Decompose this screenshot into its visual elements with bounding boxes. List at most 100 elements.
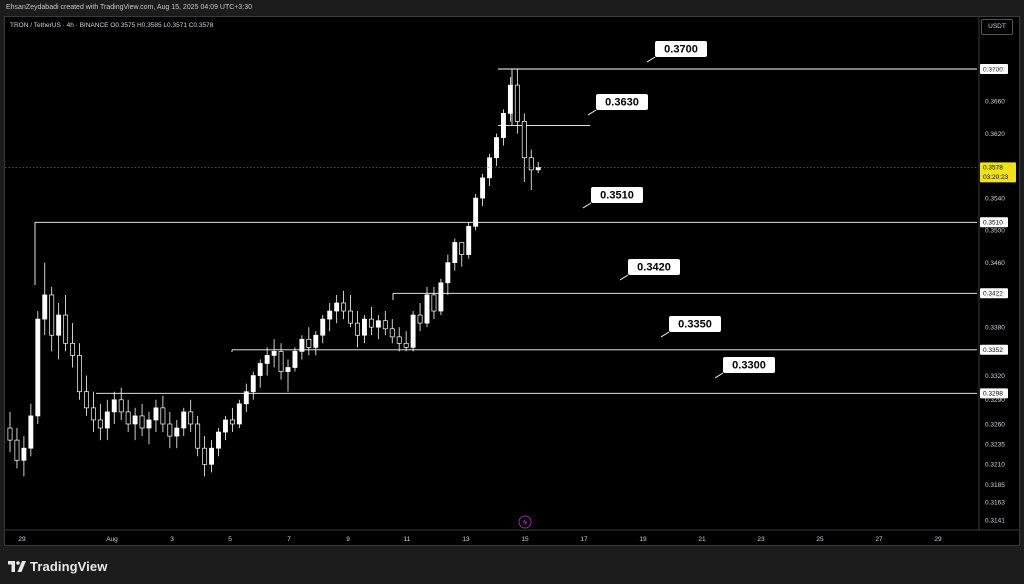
candle-body bbox=[396, 336, 402, 344]
level-callout-pointer bbox=[582, 202, 592, 209]
footer bbox=[0, 546, 1024, 584]
level-axis-box bbox=[980, 288, 1008, 299]
candle-body bbox=[257, 363, 263, 376]
level-axis-box bbox=[980, 217, 1008, 228]
currency-button[interactable]: USDT bbox=[981, 19, 1013, 35]
level-callout-box bbox=[723, 357, 775, 373]
candle-body bbox=[438, 282, 444, 312]
brand-logo[interactable]: TradingView bbox=[8, 558, 108, 574]
price-tick-label: 0.3500 bbox=[985, 228, 1005, 235]
level-callout-pointer bbox=[587, 109, 597, 116]
price-tick-label: 0.3380 bbox=[985, 324, 1005, 331]
candle-body bbox=[223, 419, 228, 433]
candle-body bbox=[202, 447, 208, 465]
time-axis[interactable]: 29 Aug 3 5 7 9 11 13 15 17 19 21 23 25 27 29 bbox=[18, 536, 942, 543]
candle-body bbox=[334, 302, 340, 312]
candle-body bbox=[473, 197, 479, 227]
candle-body bbox=[278, 351, 284, 372]
candle-body bbox=[514, 84, 520, 122]
watermark-text: EhsanZeydabadi created with TradingView.… bbox=[6, 4, 253, 11]
candle-body bbox=[56, 314, 62, 336]
candle-body bbox=[139, 415, 145, 429]
current-price-box bbox=[980, 162, 1016, 183]
candle-body bbox=[42, 294, 48, 320]
candle-body bbox=[236, 403, 242, 425]
candle-body bbox=[243, 391, 249, 405]
level-callout-box bbox=[655, 41, 707, 57]
candle-body bbox=[83, 391, 89, 409]
candle-body bbox=[77, 355, 82, 393]
price-tick-label: 0.3700 bbox=[985, 66, 1005, 73]
candle-body bbox=[132, 415, 138, 425]
level-callout-pointer bbox=[714, 372, 724, 379]
price-tick-label: 0.3290 bbox=[985, 397, 1005, 404]
candle-body bbox=[382, 320, 388, 330]
candle-body bbox=[264, 355, 270, 364]
candle-body bbox=[216, 431, 221, 449]
candle-body bbox=[389, 328, 395, 338]
date-tick-label: 21 bbox=[698, 536, 706, 543]
candle-body bbox=[195, 423, 201, 449]
candle-body bbox=[21, 447, 27, 461]
candle-body bbox=[111, 399, 117, 413]
level-callout-label: 0.3510 bbox=[600, 190, 634, 202]
level-axis-box bbox=[980, 344, 1008, 355]
candle-body bbox=[507, 84, 513, 114]
candle-body bbox=[535, 167, 541, 171]
level-axis-box bbox=[980, 388, 1008, 399]
candle-body bbox=[480, 177, 486, 199]
level-axis-box bbox=[980, 64, 1008, 74]
candle-body bbox=[70, 342, 75, 356]
candle-body bbox=[501, 113, 506, 138]
candle-body bbox=[188, 411, 194, 425]
candle-body bbox=[125, 411, 131, 425]
level-callout-label: 0.3630 bbox=[605, 97, 639, 109]
level-callout-box bbox=[591, 187, 643, 203]
date-tick-label: 7 bbox=[287, 536, 291, 543]
candle-body bbox=[250, 375, 256, 393]
level-callout-box bbox=[596, 94, 648, 110]
ohlc-values: O0.3575 H0.3585 L0.3571 C0.3578 bbox=[110, 22, 214, 29]
lightning-icon[interactable] bbox=[518, 515, 532, 529]
candle-body bbox=[229, 419, 235, 425]
price-tick-label: 0.3420 bbox=[985, 292, 1005, 299]
candle-body bbox=[299, 338, 305, 352]
level-axis-label: 0.3700 bbox=[983, 66, 1003, 73]
level-callout-pointer bbox=[646, 56, 656, 63]
price-tick-label: 0.3141 bbox=[985, 517, 1005, 524]
candle-body bbox=[153, 407, 159, 421]
price-tick-label: 0.3460 bbox=[985, 260, 1005, 267]
date-tick-label: Aug bbox=[106, 536, 118, 543]
candle-body bbox=[494, 137, 499, 159]
price-axis[interactable]: 0.37000.36600.36200.35800.35400.35000.34… bbox=[985, 66, 1005, 524]
candle-body bbox=[104, 411, 110, 429]
symbol-name: TRON / TetherUS · 4h · BINANCE bbox=[10, 22, 109, 29]
candle-body bbox=[313, 334, 319, 348]
candle-body bbox=[368, 318, 374, 328]
price-tick-label: 0.3620 bbox=[985, 131, 1005, 138]
candle-body bbox=[327, 310, 333, 320]
brand-name: TradingView bbox=[30, 558, 108, 574]
date-tick-label: 23 bbox=[757, 536, 765, 543]
candle-body bbox=[160, 407, 166, 425]
date-tick-label: 29 bbox=[18, 536, 26, 543]
candle-body bbox=[174, 427, 180, 437]
level-callouts: 0.3700 0.3630 0.3510 0.3420 0.3350 0.3300 bbox=[582, 41, 775, 379]
candle-body bbox=[452, 242, 458, 263]
candle-body bbox=[209, 447, 214, 465]
price-tick-label: 0.3235 bbox=[985, 441, 1005, 448]
candle-body bbox=[285, 367, 291, 372]
level-callout-pointer bbox=[660, 331, 670, 338]
candle-body bbox=[362, 318, 367, 336]
candle-body bbox=[445, 262, 451, 284]
candle-body bbox=[292, 351, 298, 368]
candle-body bbox=[403, 342, 409, 348]
candle-body bbox=[90, 407, 96, 421]
level-callout-box bbox=[669, 316, 721, 332]
price-tick-label: 0.3320 bbox=[985, 373, 1005, 380]
date-tick-label: 13 bbox=[462, 536, 470, 543]
date-tick-label: 5 bbox=[228, 536, 232, 543]
symbol-title[interactable]: TRON / TetherUS · 4h · BINANCE O0.3575 H… bbox=[10, 22, 213, 29]
candle-body bbox=[28, 415, 34, 449]
